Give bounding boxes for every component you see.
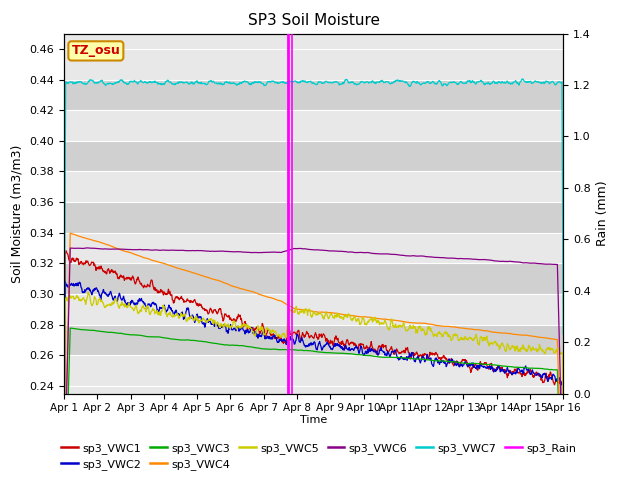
Y-axis label: Rain (mm): Rain (mm) xyxy=(596,181,609,246)
Bar xyxy=(64,49,563,80)
Bar xyxy=(64,202,563,233)
Bar xyxy=(64,233,563,264)
Bar xyxy=(64,141,563,171)
Legend: sp3_VWC1, sp3_VWC2, sp3_VWC3, sp3_VWC4, sp3_VWC5, sp3_VWC6, sp3_VWC7, sp3_Rain: sp3_VWC1, sp3_VWC2, sp3_VWC3, sp3_VWC4, … xyxy=(57,438,581,474)
Bar xyxy=(64,110,563,141)
Y-axis label: Soil Moisture (m3/m3): Soil Moisture (m3/m3) xyxy=(11,144,24,283)
Bar xyxy=(64,324,563,355)
Title: SP3 Soil Moisture: SP3 Soil Moisture xyxy=(248,13,380,28)
Bar xyxy=(64,294,563,324)
X-axis label: Time: Time xyxy=(300,415,327,425)
Bar xyxy=(64,355,563,386)
Bar xyxy=(64,80,563,110)
Text: TZ_osu: TZ_osu xyxy=(72,44,120,58)
Bar xyxy=(64,264,563,294)
Bar xyxy=(64,171,563,202)
